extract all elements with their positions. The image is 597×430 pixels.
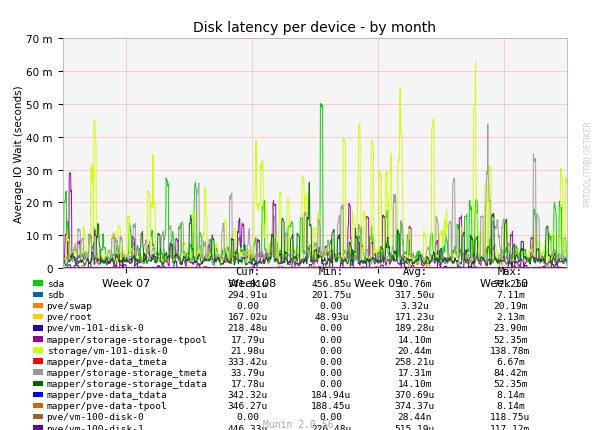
- Text: 84.42m: 84.42m: [493, 368, 528, 377]
- Text: 10.76m: 10.76m: [398, 280, 432, 288]
- Text: 7.11m: 7.11m: [496, 290, 525, 299]
- Text: 21.98u: 21.98u: [230, 346, 265, 355]
- Text: 52.35m: 52.35m: [493, 379, 528, 388]
- Text: 342.32u: 342.32u: [227, 390, 268, 399]
- Text: mapper/pve-data-tpool: mapper/pve-data-tpool: [47, 401, 167, 410]
- Text: 456.85u: 456.85u: [311, 280, 352, 288]
- Text: Max:: Max:: [498, 266, 523, 276]
- Text: 317.50u: 317.50u: [395, 290, 435, 299]
- Text: 8.14m: 8.14m: [496, 390, 525, 399]
- Text: 370.69u: 370.69u: [395, 390, 435, 399]
- Text: mapper/pve-data_tdata: mapper/pve-data_tdata: [47, 390, 167, 399]
- Text: 201.75u: 201.75u: [311, 290, 352, 299]
- Text: 333.42u: 333.42u: [227, 357, 268, 366]
- Text: 0.00: 0.00: [236, 301, 259, 310]
- Text: 226.48u: 226.48u: [311, 424, 352, 430]
- Text: 374.37u: 374.37u: [395, 401, 435, 410]
- Y-axis label: Average IO Wait (seconds): Average IO Wait (seconds): [14, 85, 24, 222]
- Text: 20.44m: 20.44m: [398, 346, 432, 355]
- Text: 218.48u: 218.48u: [227, 324, 268, 333]
- Text: Min:: Min:: [319, 266, 344, 276]
- Text: 294.91u: 294.91u: [227, 290, 268, 299]
- Text: 188.45u: 188.45u: [311, 401, 352, 410]
- Text: 14.10m: 14.10m: [398, 335, 432, 344]
- Text: 0.00: 0.00: [320, 412, 343, 421]
- Text: 48.93u: 48.93u: [314, 313, 349, 322]
- Text: 3.32u: 3.32u: [401, 301, 429, 310]
- Text: Cur:: Cur:: [235, 266, 260, 276]
- Text: 20.19m: 20.19m: [493, 301, 528, 310]
- Text: 17.79u: 17.79u: [230, 335, 265, 344]
- Text: 346.27u: 346.27u: [227, 401, 268, 410]
- Text: 0.00: 0.00: [320, 357, 343, 366]
- Text: 6.67m: 6.67m: [496, 357, 525, 366]
- Text: 0.00: 0.00: [320, 335, 343, 344]
- Text: 0.00: 0.00: [236, 412, 259, 421]
- Text: 52.35m: 52.35m: [493, 335, 528, 344]
- Text: Munin 2.0.56: Munin 2.0.56: [263, 418, 334, 429]
- Text: 2.13m: 2.13m: [496, 313, 525, 322]
- Text: 17.31m: 17.31m: [398, 368, 432, 377]
- Text: Avg:: Avg:: [402, 266, 427, 276]
- Text: mapper/storage-storage-tpool: mapper/storage-storage-tpool: [47, 335, 208, 344]
- Text: storage/vm-101-disk-0: storage/vm-101-disk-0: [47, 346, 167, 355]
- Text: 28.44n: 28.44n: [398, 412, 432, 421]
- Text: 541.81u: 541.81u: [227, 280, 268, 288]
- Text: mapper/storage-storage_tdata: mapper/storage-storage_tdata: [47, 379, 208, 388]
- Text: 258.21u: 258.21u: [395, 357, 435, 366]
- Text: 17.78u: 17.78u: [230, 379, 265, 388]
- Text: 33.79u: 33.79u: [230, 368, 265, 377]
- Text: 118.75u: 118.75u: [490, 412, 531, 421]
- Text: sda: sda: [47, 280, 64, 288]
- Text: 189.28u: 189.28u: [395, 324, 435, 333]
- Text: 515.19u: 515.19u: [395, 424, 435, 430]
- Text: pve/swap: pve/swap: [47, 301, 93, 310]
- Text: 184.94u: 184.94u: [311, 390, 352, 399]
- Text: 171.23u: 171.23u: [395, 313, 435, 322]
- Text: 167.02u: 167.02u: [227, 313, 268, 322]
- Text: 0.00: 0.00: [320, 346, 343, 355]
- Text: mapper/pve-data_tmeta: mapper/pve-data_tmeta: [47, 357, 167, 366]
- Text: pve/vm-100-disk-1: pve/vm-100-disk-1: [47, 424, 144, 430]
- Text: 14.10m: 14.10m: [398, 379, 432, 388]
- Text: 0.00: 0.00: [320, 379, 343, 388]
- Title: Disk latency per device - by month: Disk latency per device - by month: [193, 21, 436, 35]
- Text: 446.33u: 446.33u: [227, 424, 268, 430]
- Text: 0.00: 0.00: [320, 368, 343, 377]
- Text: PRTOOL/TOBI OETIKER: PRTOOL/TOBI OETIKER: [584, 121, 593, 206]
- Text: pve/vm-100-disk-0: pve/vm-100-disk-0: [47, 412, 144, 421]
- Text: 138.78m: 138.78m: [490, 346, 531, 355]
- Text: 23.90m: 23.90m: [493, 324, 528, 333]
- Text: 0.00: 0.00: [320, 324, 343, 333]
- Text: 8.14m: 8.14m: [496, 401, 525, 410]
- Text: mapper/storage-storage_tmeta: mapper/storage-storage_tmeta: [47, 368, 208, 377]
- Text: 0.00: 0.00: [320, 301, 343, 310]
- Text: pve/root: pve/root: [47, 313, 93, 322]
- Text: 77.25m: 77.25m: [493, 280, 528, 288]
- Text: 117.12m: 117.12m: [490, 424, 531, 430]
- Text: pve/vm-101-disk-0: pve/vm-101-disk-0: [47, 324, 144, 333]
- Text: sdb: sdb: [47, 290, 64, 299]
